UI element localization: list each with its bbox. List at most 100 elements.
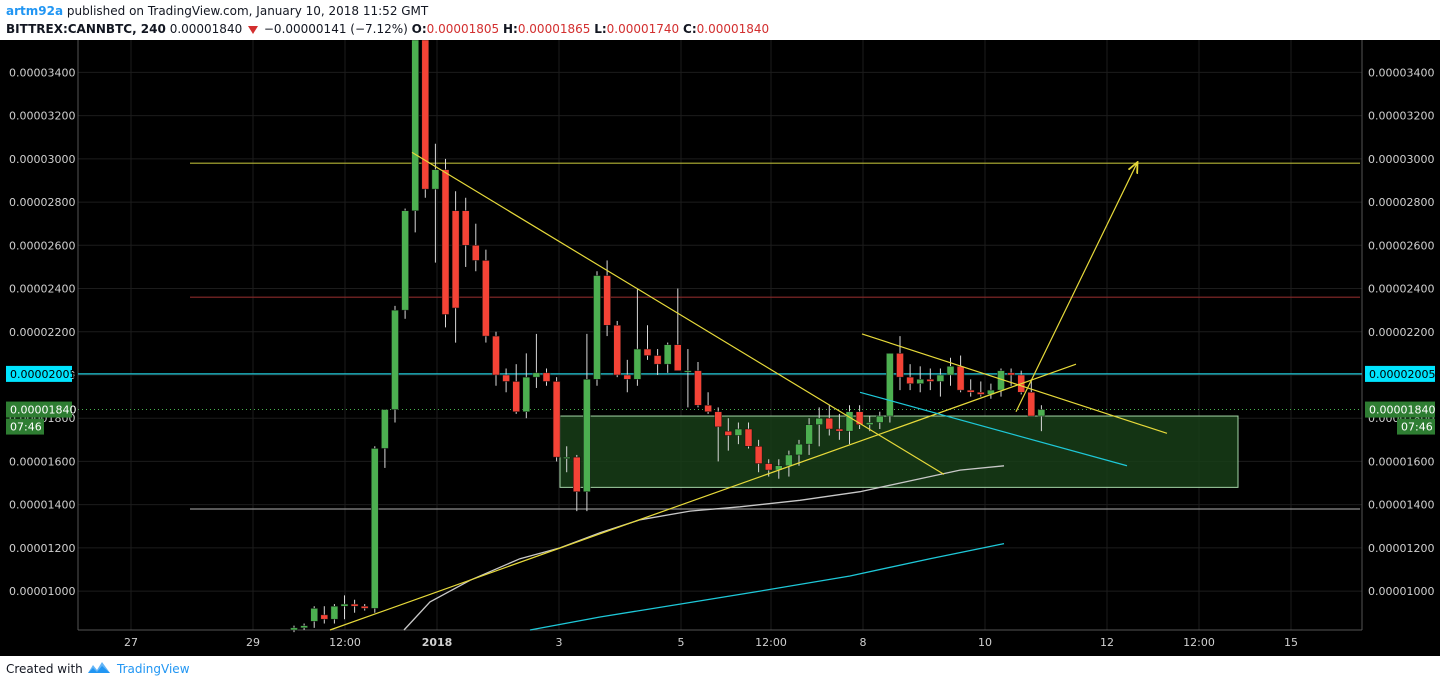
y-tick-label-left: 0.00003000 [9, 153, 75, 166]
candle-body [583, 379, 591, 492]
candle-body [876, 415, 884, 423]
candle-body [330, 605, 339, 620]
countdown-badge-left-bg [6, 418, 44, 435]
candle-body [542, 372, 551, 382]
candle-body [704, 404, 712, 412]
last-price-badge-right: 0.00001840 [1369, 404, 1435, 417]
y-tick-label-left: 0.00001600 [9, 455, 75, 468]
candle-body [431, 169, 440, 190]
candle-body [643, 348, 652, 356]
last-value: 0.00001840 [169, 22, 243, 36]
candle-body [633, 348, 642, 380]
candle-body [684, 370, 692, 373]
last-price-badge-left-bg [6, 401, 72, 418]
x-tick-label: 5 [678, 636, 685, 649]
trend-line [861, 333, 1168, 434]
candle-body [593, 275, 601, 380]
candle-body [815, 417, 823, 425]
x-tick-label: 27 [124, 636, 138, 649]
y-tick-label-right: 0.00003400 [1368, 66, 1434, 79]
candle-body [573, 456, 581, 492]
published-text: published on TradingView.com, January 10… [66, 4, 429, 18]
candle-body [492, 335, 500, 376]
candle-body [825, 417, 834, 430]
candle-body [441, 169, 450, 315]
x-tick-label: 15 [1284, 636, 1298, 649]
candle-body [340, 603, 349, 607]
candle-body [310, 608, 318, 622]
chart-background [0, 40, 1440, 656]
y-tick-label-right: 0.00001400 [1368, 499, 1434, 512]
chart-header: artm92a published on TradingView.com, Ja… [0, 0, 1440, 40]
support-zone-box [559, 415, 1239, 488]
candle-body [977, 392, 985, 395]
candle-body [936, 374, 945, 382]
low-label: L: [594, 22, 607, 36]
trend-line [329, 363, 1077, 631]
candle-body [653, 355, 662, 365]
y-tick-label-left: 0.00001000 [9, 585, 75, 598]
cyan-level-badge-right: 0.00002005 [1369, 368, 1435, 381]
candle-body [896, 353, 904, 378]
x-tick-label: 12 [1100, 636, 1114, 649]
close-label: C: [683, 22, 697, 36]
tradingview-link[interactable]: TradingView [117, 662, 190, 676]
candle-body [532, 372, 541, 378]
y-tick-label-right: 0.00001000 [1368, 585, 1434, 598]
y-tick-label-right: 0.00002600 [1368, 239, 1434, 252]
y-tick-label-left: 0.00002600 [9, 239, 75, 252]
candle-body [472, 245, 480, 261]
candle-body [300, 625, 308, 629]
candle-body [744, 428, 753, 447]
change-value: −0.00000141 (−7.12%) [263, 22, 408, 36]
x-tick-label: 12:00 [329, 636, 361, 649]
last-price-badge-left: 0.00001840 [10, 404, 76, 417]
x-tick-label: 2018 [422, 636, 453, 649]
down-arrow-icon [248, 25, 259, 34]
candle-body [926, 379, 935, 382]
countdown-badge-left: 07:46 [10, 421, 42, 434]
candle-body [451, 210, 460, 309]
candle-body [855, 411, 864, 425]
candle-body [734, 428, 743, 436]
price-chart[interactable]: 0.00001000 0.00001000 0.00001200 0.00001200… [0, 40, 1440, 656]
chart-footer: Created with TradingView [0, 656, 1440, 686]
candle-body [946, 366, 955, 376]
high-label: H: [503, 22, 518, 36]
candle-body [663, 344, 672, 365]
candle-body [613, 325, 621, 376]
created-with-text: Created with [6, 662, 83, 676]
high-value: 0.00001865 [517, 22, 591, 36]
candle-body [350, 603, 359, 607]
candle-body [916, 379, 924, 384]
trend-line [411, 151, 945, 475]
left-axis-panel [0, 40, 78, 656]
countdown-badge-right-bg [1397, 418, 1435, 435]
y-tick-label-left: 0.00002200 [9, 326, 75, 339]
candle-body [603, 275, 611, 326]
candle-body [381, 409, 389, 449]
candle-body [886, 353, 894, 417]
y-tick-label-right: 0.00002400 [1368, 283, 1434, 296]
candle-body [795, 443, 803, 456]
y-tick-label-right: 0.00002800 [1368, 196, 1434, 209]
candle-body [865, 422, 874, 425]
trend-line [859, 391, 1128, 467]
y-tick-label-left: 0.00002400 [9, 283, 75, 296]
candle-body [956, 366, 965, 391]
x-tick-label: 29 [246, 636, 260, 649]
cyan-level-badge-right-bg [1365, 365, 1435, 382]
tradingview-logo-icon [88, 662, 110, 673]
candle-body [360, 605, 369, 609]
candle-body [391, 309, 399, 410]
last-price-badge-right-bg [1365, 401, 1435, 418]
ohlc-line: BITTREX:CANNBTC, 240 0.00001840 −0.00000… [6, 22, 769, 36]
right-axis-panel [1362, 40, 1440, 656]
target-arrow [1015, 163, 1137, 412]
y-tick-label-left: 0.00001200 [9, 542, 75, 555]
y-tick-label-right: 0.00003000 [1368, 153, 1434, 166]
candle-body [754, 446, 763, 464]
y-tick-label-right: 0.00001200 [1368, 542, 1434, 555]
cyan-level-badge-left: 0.00002005 [10, 368, 76, 381]
author-link[interactable]: artm92a [6, 4, 64, 18]
